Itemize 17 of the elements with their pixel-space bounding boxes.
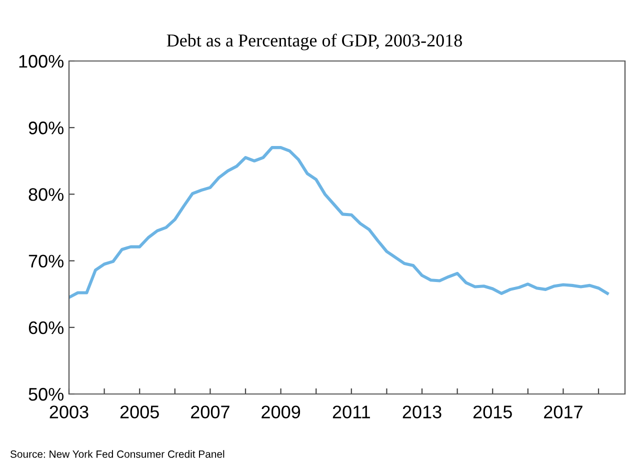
x-tick-label: 2013 bbox=[402, 406, 442, 418]
source-note: Source: New York Fed Consumer Credit Panel bbox=[10, 450, 224, 458]
y-tick-label: 100% bbox=[19, 54, 64, 68]
x-tick-label: 2015 bbox=[473, 406, 512, 418]
x-tick-label: 2011 bbox=[332, 406, 370, 418]
y-tick-label: 90% bbox=[28, 122, 64, 134]
line-series bbox=[69, 146, 609, 299]
x-tick-label: 2005 bbox=[120, 406, 159, 418]
y-tick-label: 70% bbox=[28, 254, 64, 268]
x-tick-label: 2003 bbox=[50, 406, 88, 418]
x-tick-label: 2009 bbox=[262, 406, 300, 418]
y-tick-label: 80% bbox=[28, 188, 64, 201]
x-tick-label: 2017 bbox=[544, 406, 582, 418]
y-tick-label: 60% bbox=[28, 321, 64, 334]
y-tick-label: 50% bbox=[28, 388, 64, 401]
chart-title: Debt as a Percentage of GDP, 2003-2018 bbox=[166, 34, 462, 50]
x-tick-label: 2007 bbox=[191, 406, 230, 418]
